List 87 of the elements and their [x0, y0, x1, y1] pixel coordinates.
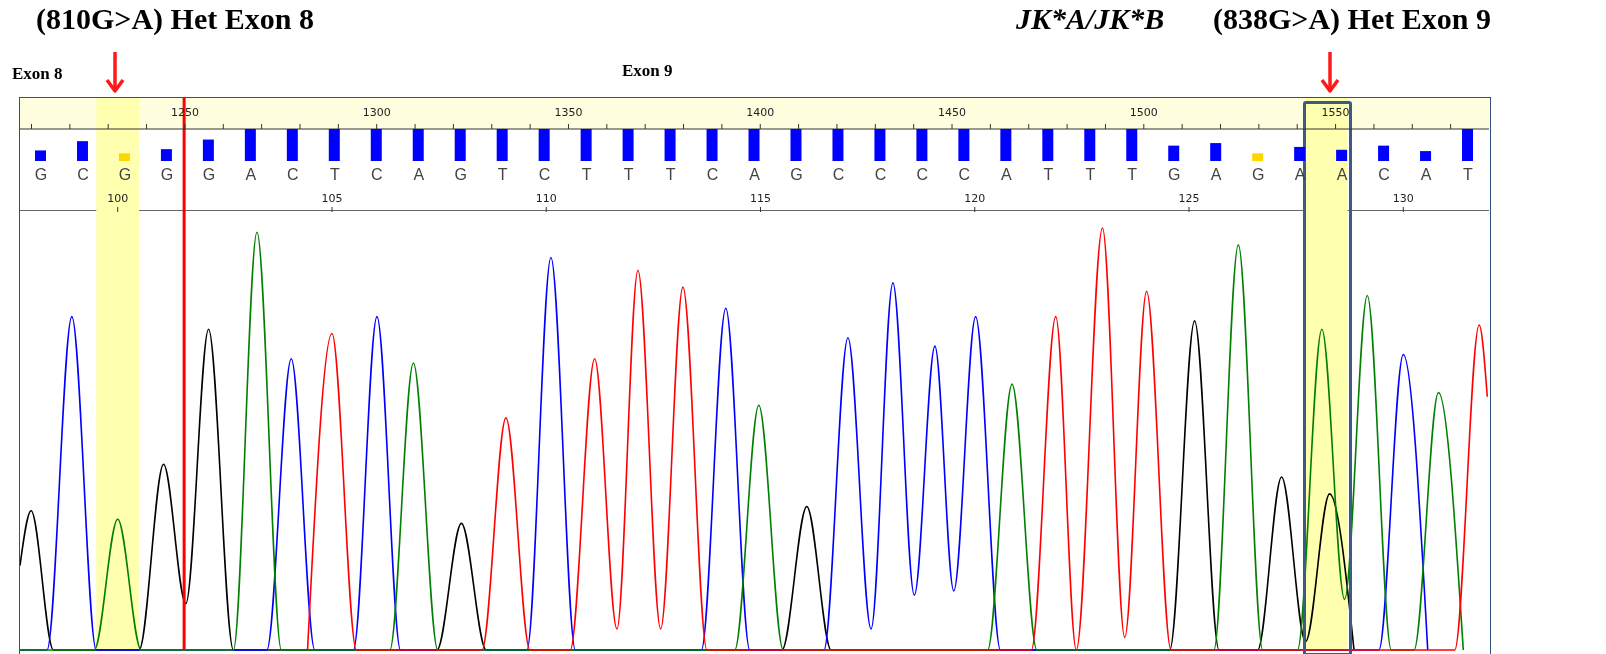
x2-tick-label: 1550 — [1321, 106, 1350, 119]
x-tick-label: G — [790, 166, 803, 184]
x-tick-label: T — [329, 166, 340, 184]
x-tick-label: 110 — [535, 192, 557, 205]
bar — [958, 129, 970, 161]
x-tick-label: T — [623, 166, 634, 184]
x-tick-label: T — [1463, 166, 1474, 184]
x-tick-label: A — [1210, 166, 1222, 184]
bar — [622, 129, 634, 161]
x-tick-label: C — [706, 166, 719, 184]
bar — [1210, 143, 1222, 161]
bar — [244, 129, 256, 161]
bar — [916, 129, 928, 161]
text: JK*A/JK*B — [1016, 2, 1165, 36]
bar — [1168, 145, 1180, 161]
x-tick-label: C — [287, 166, 299, 184]
x-tick-label: G — [1167, 166, 1181, 184]
bar — [1042, 129, 1054, 161]
bar — [1462, 129, 1474, 161]
text: (810G>A) Het Exon 8 — [36, 2, 314, 36]
x-tick-label: A — [245, 166, 257, 184]
bar — [1084, 129, 1096, 161]
x-tick-label: C — [370, 166, 383, 184]
x-tick-label: A — [1000, 166, 1012, 184]
bar — [1420, 151, 1432, 161]
bar — [160, 149, 172, 161]
bar — [874, 129, 886, 161]
bar — [538, 129, 550, 161]
bar — [790, 129, 802, 161]
x-tick-label: G — [454, 166, 467, 184]
bar — [1252, 153, 1264, 161]
x-tick-label: G — [1251, 166, 1265, 184]
bar — [118, 153, 130, 161]
text: (838G>A) Het Exon 9 — [1213, 2, 1491, 36]
x-tick-label: T — [581, 166, 592, 184]
bar — [1000, 129, 1012, 161]
bar — [1126, 129, 1138, 161]
x-tick-label: C — [916, 166, 929, 184]
x-tick-label: 125 — [1178, 192, 1200, 205]
x-tick-label: T — [1127, 166, 1138, 184]
text: Exon 9 — [622, 61, 673, 81]
x-tick-label: T — [497, 166, 508, 184]
bar — [35, 150, 46, 161]
x-tick-label: G — [160, 166, 174, 184]
x-tick-label: C — [77, 166, 89, 184]
x-tick-label: G — [118, 166, 132, 184]
x-tick-label: A — [1420, 166, 1432, 184]
x-tick-label: T — [665, 166, 676, 184]
bar — [1336, 149, 1348, 161]
bar — [412, 129, 424, 161]
bar — [76, 141, 88, 161]
x-tick-label: 100 — [107, 192, 129, 205]
x-tick-label: 115 — [750, 192, 771, 205]
x-tick-label: A — [413, 166, 425, 184]
bar — [706, 129, 718, 161]
x-tick-label: C — [832, 166, 845, 184]
bar — [664, 129, 676, 161]
bar — [832, 129, 844, 161]
x2-tick-label: 1450 — [938, 106, 967, 119]
x-tick-label: C — [874, 166, 887, 184]
bar — [496, 129, 508, 161]
x2-tick-label: 1300 — [362, 106, 391, 119]
x2-tick-label: 1500 — [1129, 106, 1158, 119]
x-tick-label: A — [749, 166, 761, 184]
text: Exon 8 — [12, 64, 63, 84]
bar — [202, 139, 214, 161]
x2-tick-label: 1350 — [554, 106, 583, 119]
bar — [580, 129, 592, 161]
x-tick-label: G — [202, 166, 216, 184]
bar — [454, 129, 466, 161]
x2-tick-label: 1400 — [746, 106, 775, 119]
bar — [1294, 146, 1306, 161]
x-tick-label: C — [1378, 166, 1390, 184]
bar — [1378, 145, 1390, 161]
bar — [748, 129, 760, 161]
x-tick-label: T — [1085, 166, 1096, 184]
x-tick-label: A — [1336, 166, 1348, 184]
x-tick-label: 120 — [964, 192, 986, 205]
bar — [370, 129, 382, 161]
bar — [286, 129, 298, 161]
x-tick-label: C — [958, 166, 971, 184]
x-tick-label: 130 — [1392, 192, 1414, 205]
bar — [328, 129, 340, 161]
x-tick-label: T — [1043, 166, 1054, 184]
x-tick-label: 105 — [321, 192, 343, 205]
x-tick-label: G — [34, 166, 48, 184]
x-tick-label: C — [538, 166, 551, 184]
